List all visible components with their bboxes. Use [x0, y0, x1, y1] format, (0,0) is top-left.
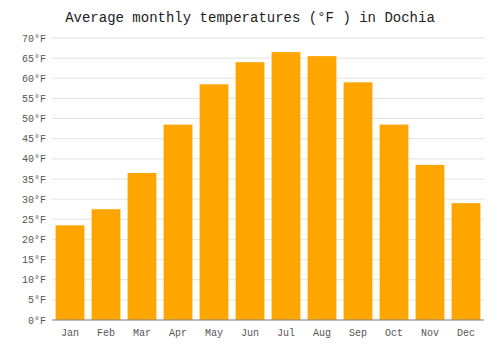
x-tick-label: Feb	[97, 328, 115, 339]
y-tick-label: 20°F	[22, 235, 46, 246]
bar	[164, 125, 193, 320]
y-tick-label: 0°F	[28, 316, 46, 327]
x-tick-label: Dec	[457, 328, 475, 339]
bar	[92, 209, 121, 320]
y-tick-label: 10°F	[22, 275, 46, 286]
y-tick-label: 15°F	[22, 255, 46, 266]
grid-line	[52, 118, 484, 119]
grid-line	[52, 98, 484, 99]
y-tick-label: 50°F	[22, 114, 46, 125]
bar	[344, 82, 373, 320]
x-tick-label: Sep	[349, 328, 367, 339]
y-tick-label: 45°F	[22, 134, 46, 145]
y-tick-label: 30°F	[22, 195, 46, 206]
y-tick-label: 70°F	[22, 34, 46, 45]
title: Average monthly temperatures (°F ) in Do…	[65, 10, 435, 26]
bar	[56, 225, 85, 320]
x-axis: Jan Feb Mar Apr May Jun Jul Aug Sep Oct Nov Dec	[61, 328, 475, 339]
x-tick-label: Apr	[169, 328, 187, 339]
bar	[380, 125, 409, 320]
y-tick-label: 55°F	[22, 94, 46, 105]
grid-line	[52, 138, 484, 139]
x-tick-label: Mar	[133, 328, 151, 339]
x-tick-label: May	[205, 328, 223, 339]
bar	[236, 62, 265, 320]
x-tick-label: Jun	[241, 328, 259, 339]
chart: Average monthly temperatures (°F ) in Do…	[0, 0, 500, 350]
y-tick-label: 60°F	[22, 74, 46, 85]
bar	[452, 203, 481, 320]
x-axis-line	[52, 320, 484, 321]
bar	[416, 165, 445, 320]
y-tick-label: 25°F	[22, 215, 46, 226]
y-tick-label: 5°F	[28, 295, 46, 306]
bar	[200, 84, 229, 320]
bar	[308, 56, 337, 320]
x-tick-label: Jan	[61, 328, 79, 339]
background	[0, 0, 500, 350]
bar	[272, 52, 301, 320]
y-tick-label: 40°F	[22, 154, 46, 165]
grid-line	[52, 320, 484, 321]
bar	[128, 173, 157, 320]
grid-line	[52, 58, 484, 59]
x-tick-label: Nov	[421, 328, 439, 339]
grid-line	[52, 38, 484, 39]
y-axis: 0°F 5°F 10°F 15°F 20°F 25°F 30°F 35°F 40°F 45°F 50…	[22, 34, 484, 327]
x-tick-label: Aug	[313, 328, 331, 339]
grid-line	[52, 158, 484, 159]
y-tick-label: 35°F	[22, 175, 46, 186]
x-tick-label: Oct	[385, 328, 403, 339]
grid-line	[52, 78, 484, 79]
x-tick-label: Jul	[277, 328, 295, 339]
bars	[56, 52, 481, 320]
y-tick-label: 65°F	[22, 54, 46, 65]
